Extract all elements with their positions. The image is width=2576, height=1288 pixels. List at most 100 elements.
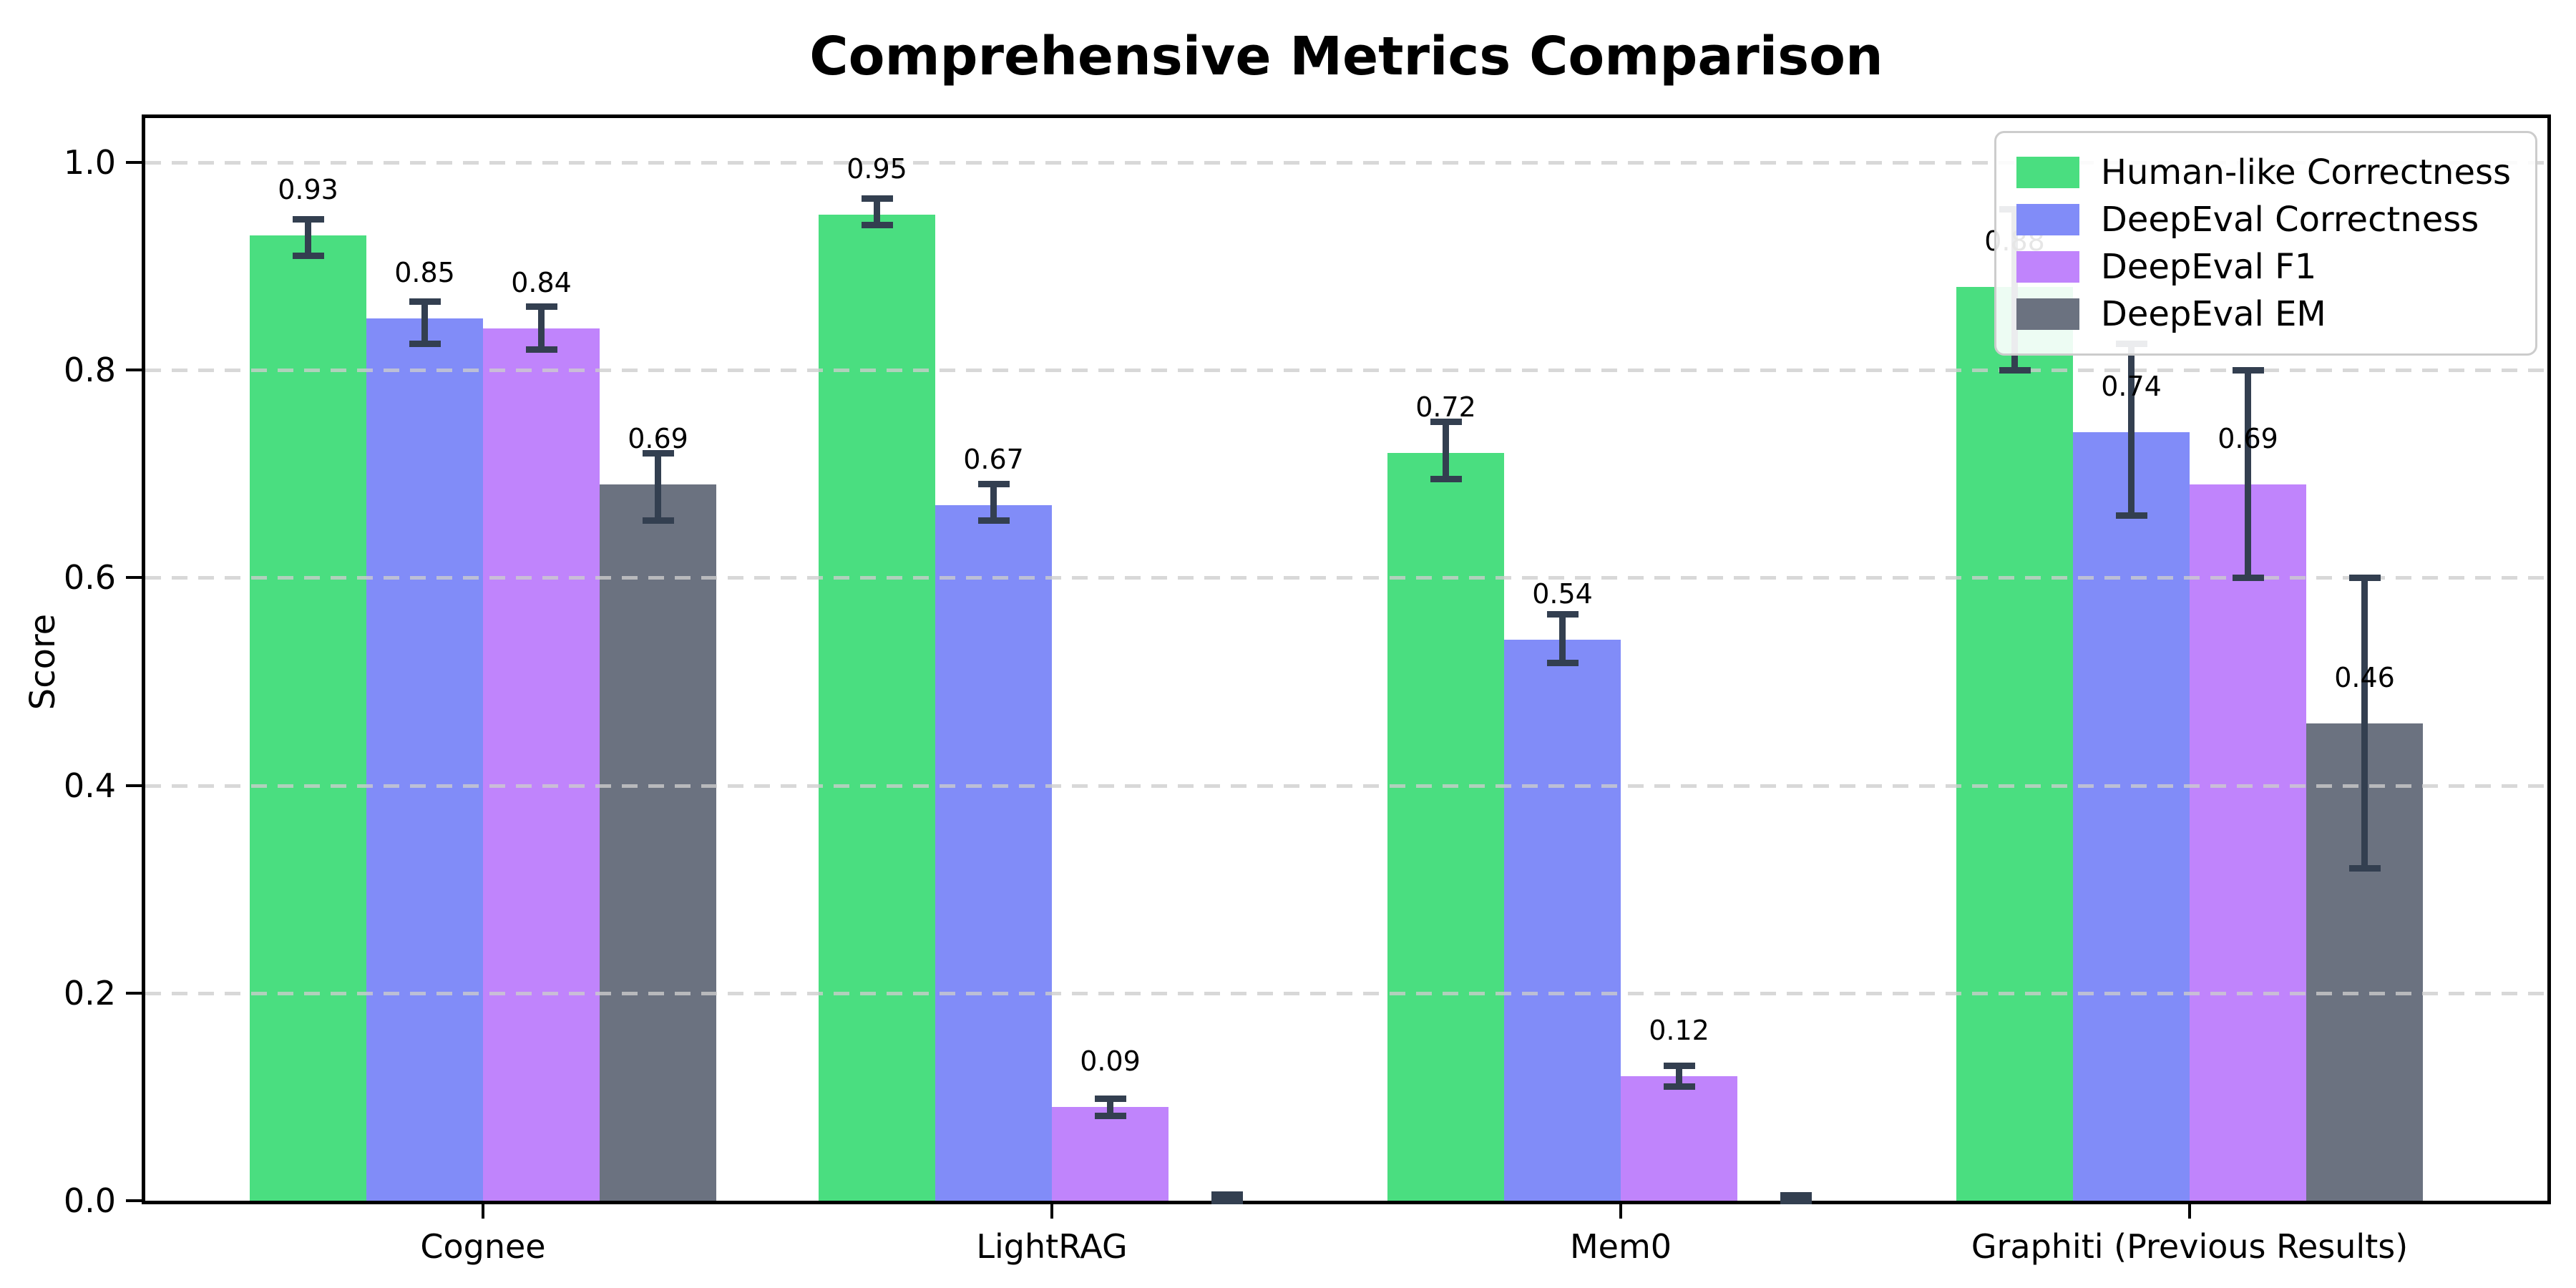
- value-label: 0.09: [1080, 1045, 1141, 1078]
- bar-deepeval-correctness: [366, 318, 483, 1201]
- value-label: 0.72: [1415, 391, 1476, 424]
- error-bar-cap: [1999, 366, 2031, 374]
- value-label: 0.46: [2334, 661, 2395, 693]
- error-bar-cap: [977, 481, 1010, 488]
- error-bar-cap: [1430, 476, 1462, 483]
- y-tick-label: 1.0: [63, 143, 116, 182]
- error-bar-cap: [1663, 1083, 1695, 1090]
- bar-human-like-correctness: [1387, 453, 1504, 1201]
- gridline: [145, 161, 2547, 165]
- plot-area: 0.930.950.720.880.850.670.540.740.840.09…: [142, 114, 2551, 1204]
- x-tick: [1619, 1204, 1622, 1219]
- y-tick: [126, 991, 142, 995]
- error-bar-cap: [2115, 512, 2147, 519]
- value-label: 0.84: [511, 267, 572, 299]
- bar-human-like-correctness: [250, 235, 366, 1201]
- error-bar: [421, 301, 428, 344]
- legend-label: DeepEval EM: [2100, 294, 2326, 334]
- value-label: 0.74: [2101, 371, 2162, 403]
- gridline: [145, 369, 2547, 373]
- error-bar-cap: [977, 517, 1010, 525]
- legend-swatch-icon: [2016, 298, 2079, 330]
- error-bar-cap: [292, 216, 324, 223]
- bar-deepeval-f1: [2190, 484, 2306, 1201]
- y-tick: [126, 1199, 142, 1202]
- legend-item: DeepEval EM: [2016, 291, 2511, 338]
- y-tick-label: 0.4: [63, 766, 116, 805]
- error-bar: [1676, 1065, 1682, 1087]
- legend-label: DeepEval F1: [2100, 247, 2317, 287]
- error-bar-cap: [409, 298, 441, 305]
- bar-human-like-correctness: [1956, 287, 2073, 1201]
- error-bar: [990, 484, 997, 521]
- x-tick-label: Mem0: [1569, 1227, 1672, 1266]
- legend-label: DeepEval Correctness: [2100, 200, 2479, 240]
- bar-deepeval-em: [600, 484, 716, 1201]
- legend-item: Human-like Correctness: [2016, 149, 2511, 196]
- error-bar-cap: [292, 253, 324, 260]
- value-label: 0.54: [1532, 578, 1593, 610]
- bar-deepeval-f1: [1052, 1107, 1169, 1201]
- error-bar: [1107, 1098, 1113, 1116]
- error-bar: [538, 306, 545, 350]
- error-bar-cap: [1546, 659, 1579, 666]
- error-bar-cap: [525, 303, 557, 311]
- y-tick: [126, 161, 142, 164]
- error-bar-cap: [2232, 366, 2264, 374]
- plot-canvas: 0.930.950.720.880.850.670.540.740.840.09…: [145, 118, 2547, 1204]
- x-tick-label: Graphiti (Previous Results): [1971, 1227, 2409, 1266]
- gridline: [145, 784, 2547, 788]
- error-bar-cap: [1546, 610, 1579, 618]
- error-bar-cap: [1780, 1192, 1812, 1199]
- y-tick-label: 0.2: [63, 973, 116, 1013]
- error-bar: [1559, 614, 1566, 663]
- legend-item: DeepEval Correctness: [2016, 196, 2511, 243]
- gridline: [145, 576, 2547, 580]
- error-bar-cap: [1094, 1112, 1126, 1119]
- x-tick: [482, 1204, 484, 1219]
- error-bar-cap: [2232, 574, 2264, 581]
- error-bar-cap: [861, 221, 893, 228]
- gridline: [145, 991, 2547, 995]
- error-bar-cap: [1430, 419, 1462, 426]
- error-bar: [2245, 370, 2251, 578]
- error-bar: [2128, 343, 2135, 516]
- y-tick: [126, 784, 142, 787]
- x-tick: [1050, 1204, 1053, 1219]
- bar-deepeval-correctness: [935, 504, 1052, 1201]
- error-bar-cap: [642, 449, 674, 457]
- error-bar-cap: [861, 195, 893, 203]
- legend-swatch-icon: [2016, 204, 2079, 235]
- error-bar-cap: [2348, 574, 2381, 581]
- error-bar: [1443, 421, 1449, 479]
- error-bar-cap: [1780, 1197, 1812, 1204]
- error-bar: [2361, 577, 2368, 869]
- error-bar: [874, 198, 880, 225]
- x-tick-label: LightRAG: [976, 1227, 1128, 1266]
- legend-label: Human-like Correctness: [2100, 152, 2511, 192]
- value-label: 0.67: [963, 443, 1024, 475]
- value-label: 0.95: [847, 152, 907, 185]
- error-bar-cap: [1094, 1096, 1126, 1103]
- y-tick-label: 0.0: [63, 1181, 116, 1220]
- error-bar-cap: [1211, 1197, 1243, 1204]
- bar-deepeval-f1: [483, 328, 600, 1201]
- error-bar-cap: [1663, 1062, 1695, 1069]
- value-label: 0.85: [394, 256, 455, 288]
- value-label: 0.12: [1649, 1014, 1709, 1046]
- error-bar: [305, 219, 311, 256]
- error-bar-cap: [409, 341, 441, 348]
- error-bar-cap: [525, 346, 557, 353]
- value-label: 0.69: [628, 422, 688, 454]
- legend-swatch-icon: [2016, 157, 2079, 188]
- bar-deepeval-correctness: [2073, 432, 2190, 1201]
- legend-item: DeepEval F1: [2016, 243, 2511, 291]
- legend-swatch-icon: [2016, 251, 2079, 283]
- value-label: 0.93: [278, 173, 338, 205]
- bar-human-like-correctness: [819, 214, 935, 1201]
- legend: Human-like Correctness DeepEval Correctne…: [1994, 131, 2537, 356]
- error-bar-cap: [2348, 865, 2381, 872]
- bar-deepeval-f1: [1621, 1075, 1737, 1201]
- x-tick-label: Cognee: [420, 1227, 546, 1266]
- error-bar-cap: [642, 517, 674, 525]
